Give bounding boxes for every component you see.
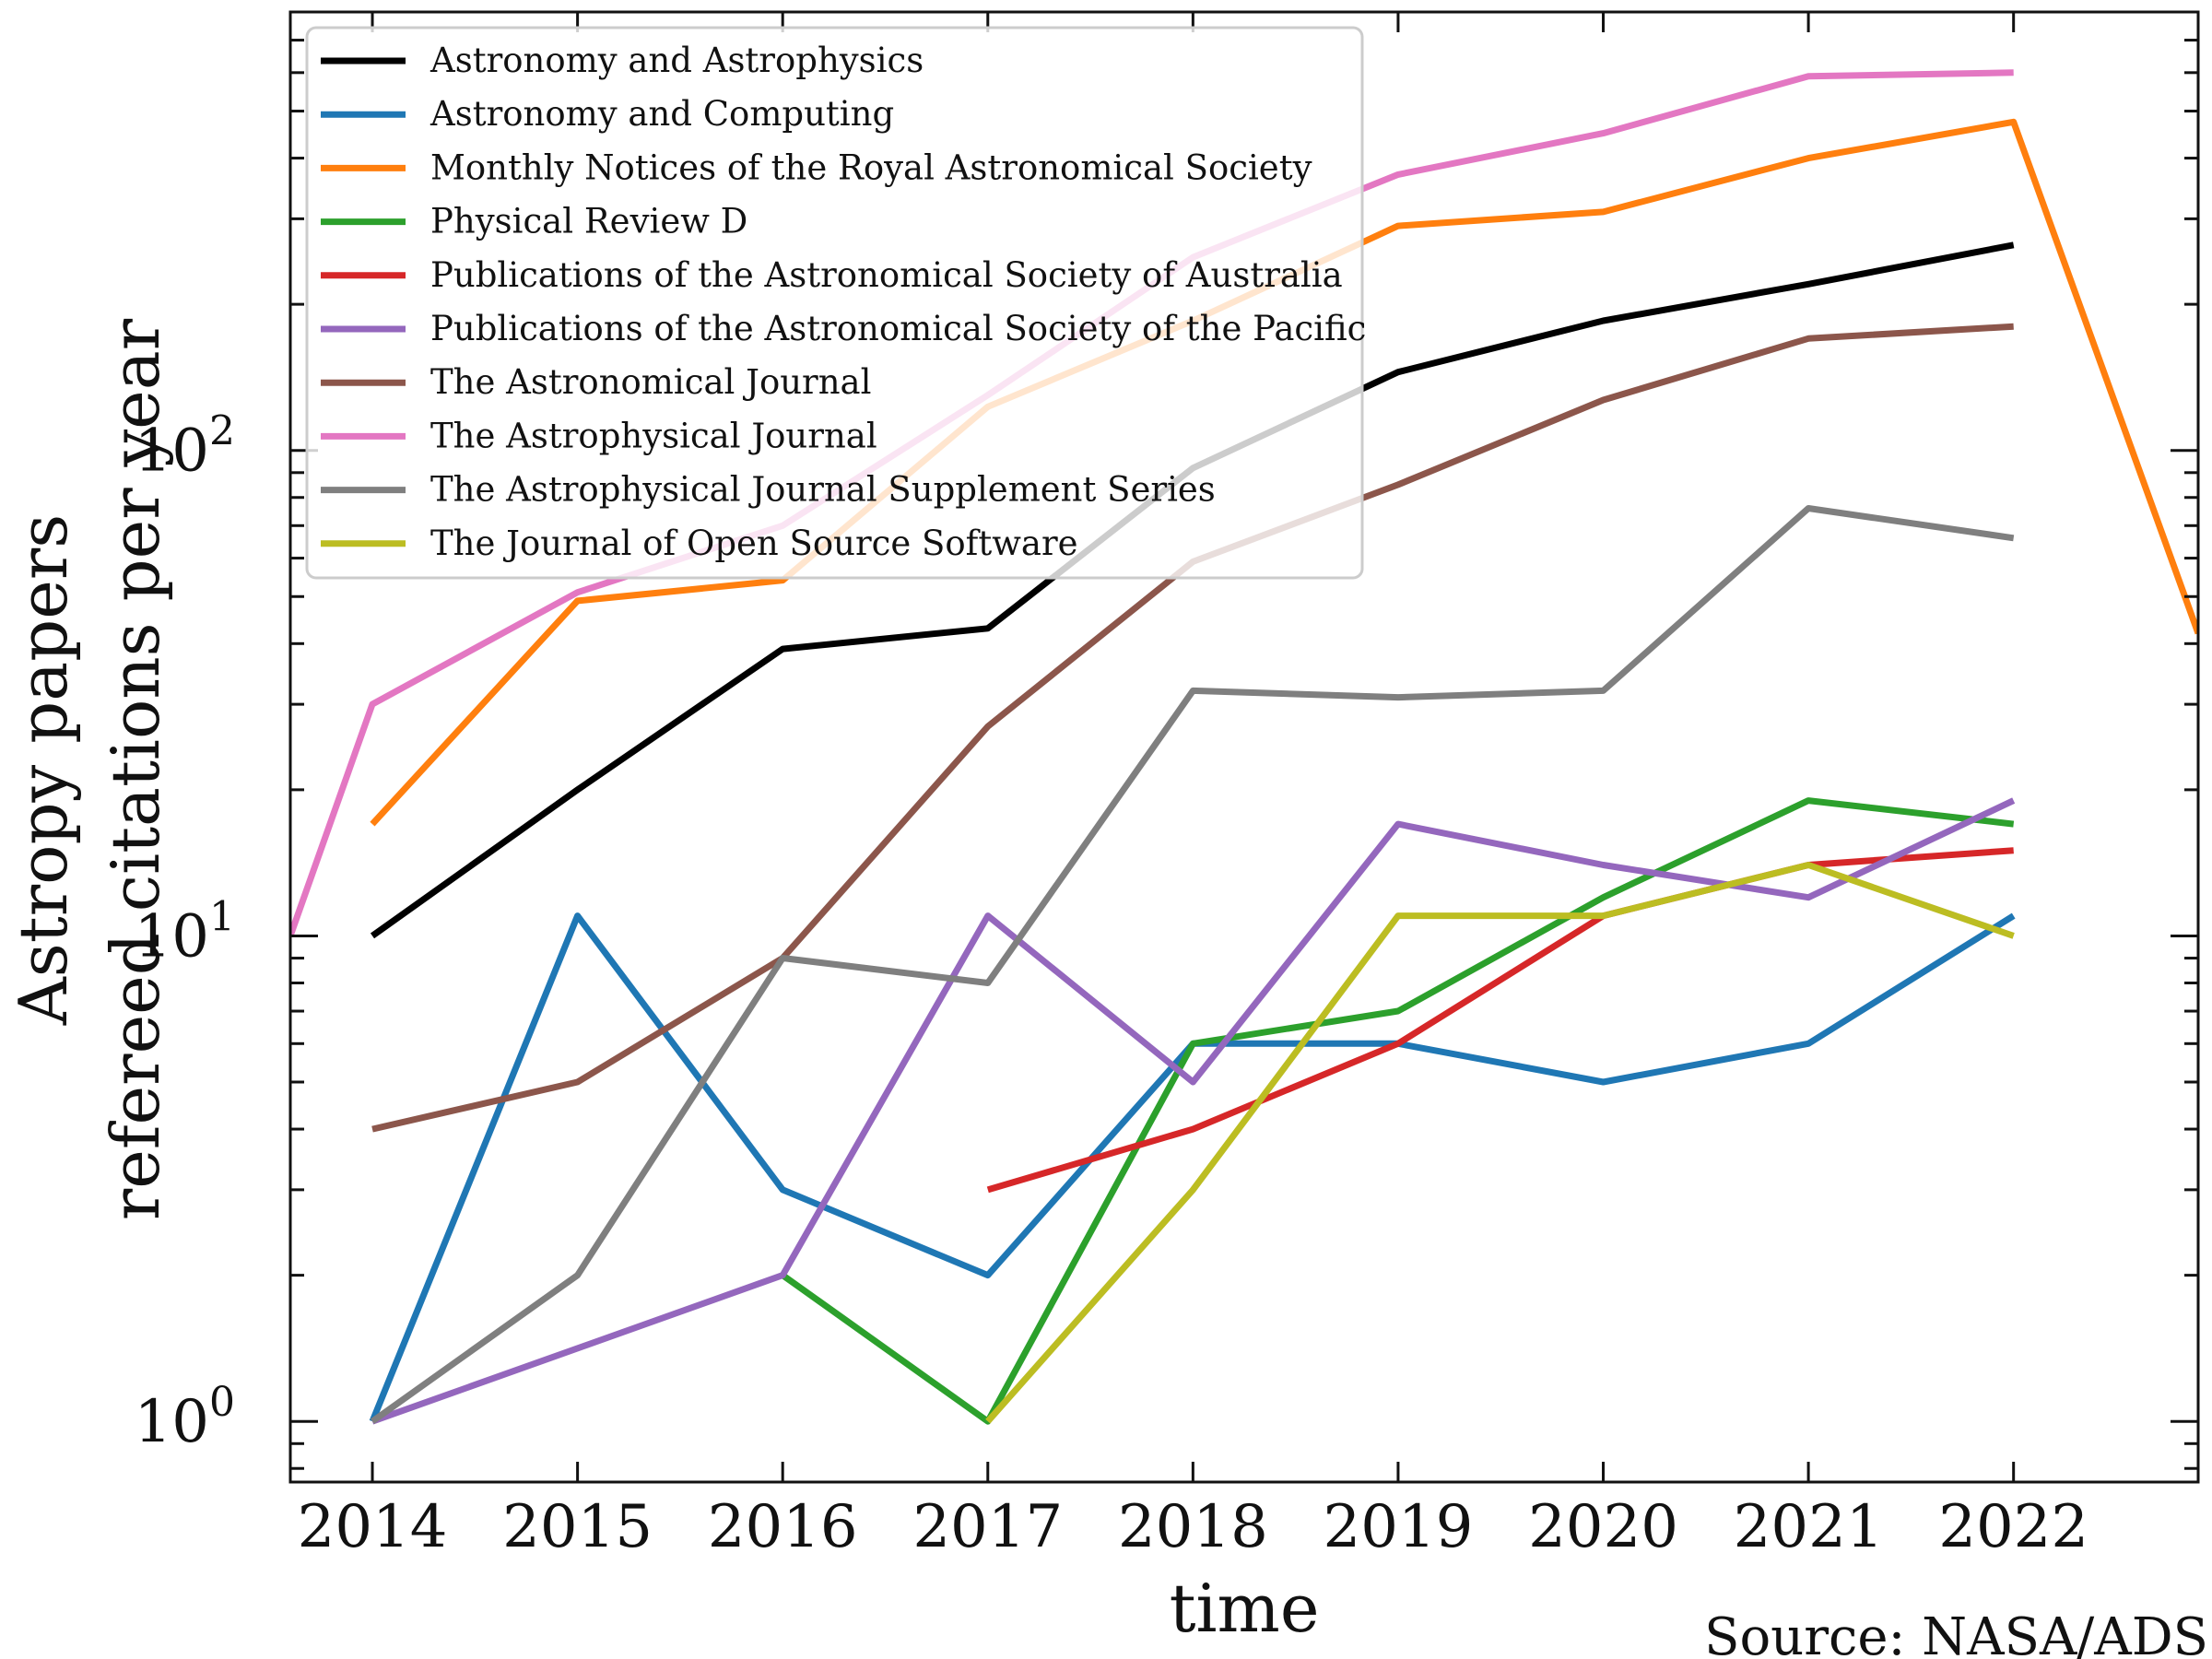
legend-label: Physical Review D bbox=[430, 202, 747, 241]
legend-entry: The Astrophysical Journal bbox=[321, 416, 877, 455]
legend-label: The Astronomical Journal bbox=[430, 362, 871, 402]
x-axis-title: time bbox=[1170, 1570, 1320, 1647]
series-line-10 bbox=[985, 862, 2015, 1424]
x-tick-label: 2017 bbox=[912, 1493, 1063, 1561]
legend-label: The Astrophysical Journal Supplement Ser… bbox=[430, 470, 1216, 510]
y-axis-title: Astropy papers refereed citations per ye… bbox=[5, 318, 174, 1220]
x-tick-label: 2022 bbox=[1938, 1493, 2088, 1561]
legend-label: Publications of the Astronomical Society… bbox=[430, 309, 1366, 348]
legend-entry: The Journal of Open Source Software bbox=[321, 524, 1078, 563]
x-tick-label: 2016 bbox=[708, 1493, 858, 1561]
legend-box bbox=[305, 26, 1364, 580]
legend-entry: The Astrophysical Journal Supplement Ser… bbox=[321, 470, 1216, 510]
legend-label: Astronomy and Computing bbox=[429, 94, 894, 134]
legend-label: The Journal of Open Source Software bbox=[430, 524, 1078, 563]
x-tick-label: 2014 bbox=[298, 1493, 448, 1561]
series-line-5 bbox=[986, 847, 2014, 1194]
legend-label: Monthly Notices of the Royal Astronomica… bbox=[430, 147, 1312, 187]
legend: Astronomy and Astrophysics Astronomy and … bbox=[305, 26, 1366, 580]
legend-entry: Astronomy and Computing bbox=[321, 94, 894, 134]
series-line-9 bbox=[370, 505, 2015, 1425]
y-tick-label: 102 bbox=[135, 408, 235, 486]
x-tick-labels: 2014 2015 2016 2017 2018 2019 2020 2021 2022 bbox=[298, 1493, 2089, 1561]
legend-entry: The Astronomical Journal bbox=[321, 362, 871, 402]
x-tick-label: 2018 bbox=[1118, 1493, 1268, 1561]
legend-entry: Publications of the Astronomical Society… bbox=[321, 255, 1343, 295]
legend-entries: Astronomy and Astrophysics Astronomy and … bbox=[321, 41, 1366, 563]
y-axis-title-line-2: refereed citations per year bbox=[97, 318, 174, 1220]
legend-label: The Astrophysical Journal bbox=[430, 416, 877, 455]
legend-entry: Monthly Notices of the Royal Astronomica… bbox=[321, 147, 1312, 187]
x-tick-label: 2020 bbox=[1528, 1493, 1678, 1561]
legend-entry: Publications of the Astronomical Society… bbox=[321, 309, 1366, 348]
x-tick-label: 2019 bbox=[1323, 1493, 1473, 1561]
series-line-6 bbox=[371, 797, 2016, 1425]
legend-label: Astronomy and Astrophysics bbox=[429, 41, 924, 80]
plot-frame bbox=[288, 10, 2200, 1484]
y-tick-label: 100 bbox=[135, 1379, 235, 1456]
legend-entry: Physical Review D bbox=[321, 202, 747, 241]
legend-label: Publications of the Astronomical Society… bbox=[430, 255, 1343, 295]
x-tick-label: 2015 bbox=[502, 1493, 653, 1561]
x-tick-label: 2021 bbox=[1734, 1493, 1884, 1561]
source-note: Source: NASA/ADS bbox=[1704, 1607, 2208, 1659]
y-tick-labels: 100 101 102 bbox=[135, 408, 235, 1456]
legend-entry: Astronomy and Astrophysics bbox=[321, 41, 924, 80]
y-axis-title-line-1: Astropy papers bbox=[5, 514, 82, 1026]
y-tick-label: 101 bbox=[135, 893, 235, 971]
